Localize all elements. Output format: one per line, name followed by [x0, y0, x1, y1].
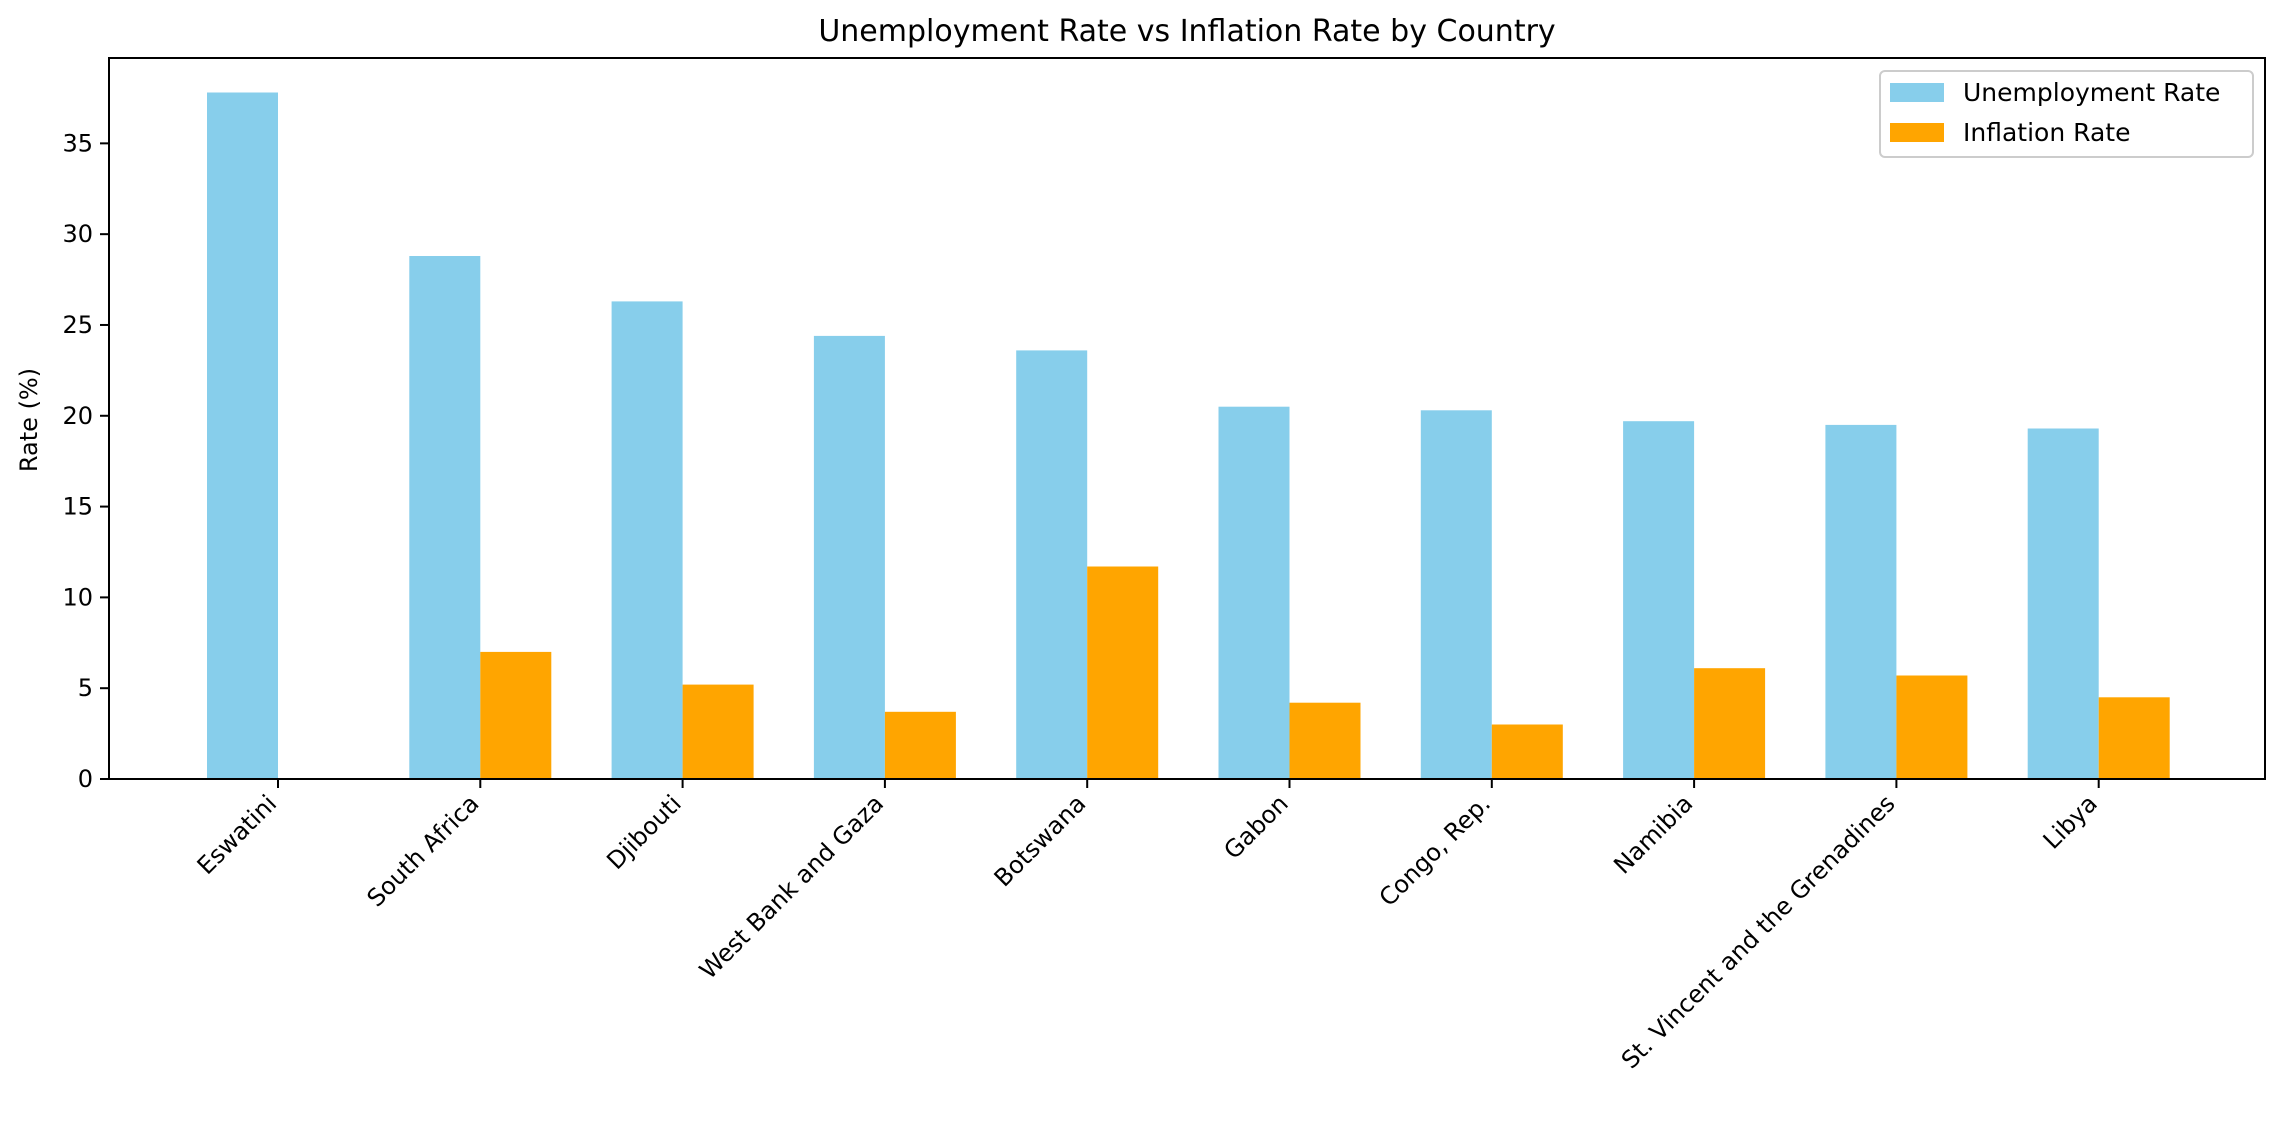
- unemployment-bar-5: [1218, 406, 1290, 779]
- chart-title: Unemployment Rate vs Inflation Rate by C…: [818, 14, 1555, 49]
- y-tick-label: 20: [62, 402, 93, 430]
- inflation-bar-7: [1694, 668, 1766, 779]
- unemployment-bar-9: [2027, 428, 2099, 779]
- unemployment-bar-2: [611, 301, 683, 779]
- inflation-bar-9: [2098, 697, 2170, 779]
- inflation-bar-6: [1491, 724, 1563, 779]
- inflation-bar-5: [1289, 702, 1361, 779]
- unemployment-bar-8: [1825, 424, 1897, 779]
- legend-box: [1879, 70, 2254, 158]
- unemployment-bar-7: [1623, 421, 1695, 779]
- y-tick-label: 10: [62, 583, 93, 611]
- inflation-bar-2: [682, 684, 754, 779]
- unemployment-bar-0: [207, 92, 278, 779]
- legend-label-0: Unemployment Rate: [1963, 78, 2220, 107]
- unemployment-bar-4: [1016, 350, 1088, 779]
- y-axis-ticks: 0 5 10 15 20 25 30 35: [62, 129, 109, 793]
- inflation-bar-1: [480, 651, 552, 779]
- y-axis-label: Rate (%): [15, 368, 43, 472]
- y-tick-label: 30: [62, 220, 93, 248]
- plot-frame: [108, 57, 2266, 780]
- legend: Unemployment Rate Inflation Rate: [1879, 70, 2254, 158]
- inflation-bar-8: [1896, 675, 1968, 779]
- y-tick-label: 35: [62, 129, 93, 157]
- legend-swatch-1: [1890, 123, 1944, 142]
- inflation-bar-3: [884, 711, 956, 779]
- unemployment-bar-3: [813, 335, 885, 779]
- inflation-bar-4: [1087, 566, 1159, 779]
- y-tick-label: 15: [62, 493, 93, 521]
- unemployment-bar-1: [409, 256, 481, 779]
- y-tick-label: 0: [78, 765, 93, 793]
- legend-label-1: Inflation Rate: [1963, 118, 2130, 147]
- y-tick-label: 5: [78, 674, 93, 702]
- bars: [207, 92, 2170, 779]
- unemployment-bar-6: [1420, 410, 1492, 779]
- legend-swatch-0: [1890, 83, 1944, 102]
- y-tick-label: 25: [62, 311, 93, 339]
